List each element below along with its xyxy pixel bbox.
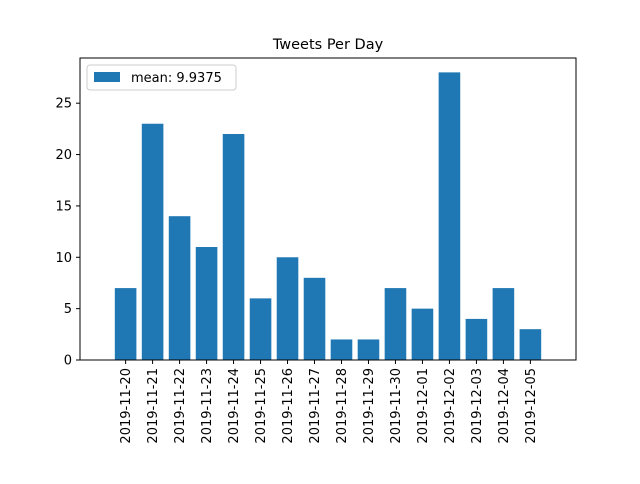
bar (438, 72, 461, 360)
x-tick-label: 2019-12-02 (443, 368, 458, 444)
bar (141, 123, 164, 361)
x-tick-label: 2019-11-26 (281, 368, 296, 444)
legend-box (86, 64, 237, 91)
bar (249, 298, 272, 360)
y-tick-label: 20 (55, 148, 72, 163)
x-tick-label: 2019-11-23 (200, 368, 215, 444)
y-tick-label: 5 (64, 302, 72, 317)
y-tick-label: 15 (55, 199, 72, 214)
bar (492, 288, 515, 360)
plot-frame (79, 57, 577, 361)
x-tick-label: 2019-11-21 (146, 368, 161, 444)
bar (384, 288, 407, 360)
x-tick-label: 2019-11-22 (173, 368, 188, 444)
bar (114, 288, 137, 360)
bar (411, 308, 434, 360)
legend: mean: 9.9375 (86, 64, 237, 91)
chart-title: Tweets Per Day (272, 37, 384, 53)
x-tick-label: 2019-11-27 (308, 368, 323, 444)
y-tick-label: 25 (55, 97, 72, 112)
legend-label: mean: 9.9375 (131, 71, 222, 86)
bar (303, 277, 326, 360)
bars-group (114, 72, 542, 361)
x-tick-label: 2019-11-29 (362, 368, 377, 444)
x-tick-label: 2019-11-30 (389, 368, 404, 444)
x-tick-label: 2019-11-28 (335, 368, 350, 444)
x-tick-label: 2019-11-25 (254, 368, 269, 444)
x-axis: 2019-11-20 2019-11-21 2019-11-22 2019-11-23… (119, 360, 539, 444)
x-tick-label: 2019-11-24 (227, 368, 242, 444)
x-tick-label: 2019-12-04 (497, 368, 512, 444)
x-tick-label: 2019-12-05 (524, 368, 539, 444)
bar (276, 257, 299, 360)
bar (222, 134, 245, 360)
bar (195, 247, 218, 360)
y-tick-label: 0 (64, 354, 72, 369)
y-axis: 0 5 10 15 20 25 (55, 97, 80, 369)
x-tick-label: 2019-12-03 (470, 368, 485, 444)
bar (519, 329, 542, 360)
legend-swatch (94, 72, 120, 82)
bar (330, 339, 353, 360)
x-tick-label: 2019-11-20 (119, 368, 134, 444)
bar (357, 339, 380, 360)
bar (465, 318, 488, 360)
bar (168, 216, 191, 360)
y-tick-label: 10 (55, 251, 72, 266)
x-tick-label: 2019-12-01 (416, 368, 431, 444)
